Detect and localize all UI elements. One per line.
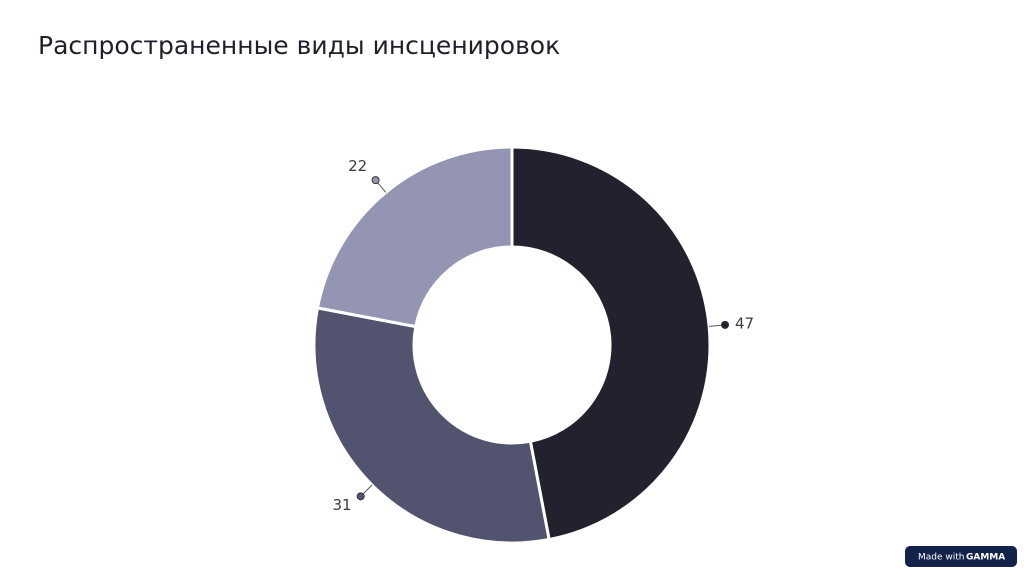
badge-text: Made with [918, 553, 965, 563]
badge[interactable]: Made with GAMMA [905, 546, 1017, 567]
data-label: 31 [333, 496, 352, 514]
leader-dot [356, 492, 365, 501]
badge-background [905, 546, 1017, 567]
leader-dot [721, 320, 730, 329]
chart-title: Распространенные виды инсценировок [38, 31, 560, 60]
donut-slice [315, 145, 514, 329]
donut-slice [312, 306, 551, 545]
data-label: 47 [735, 314, 754, 332]
donut-slice [510, 145, 712, 542]
leader-dot [371, 176, 380, 185]
data-label: 22 [348, 157, 367, 175]
badge-brand: GAMMA [966, 553, 1005, 563]
